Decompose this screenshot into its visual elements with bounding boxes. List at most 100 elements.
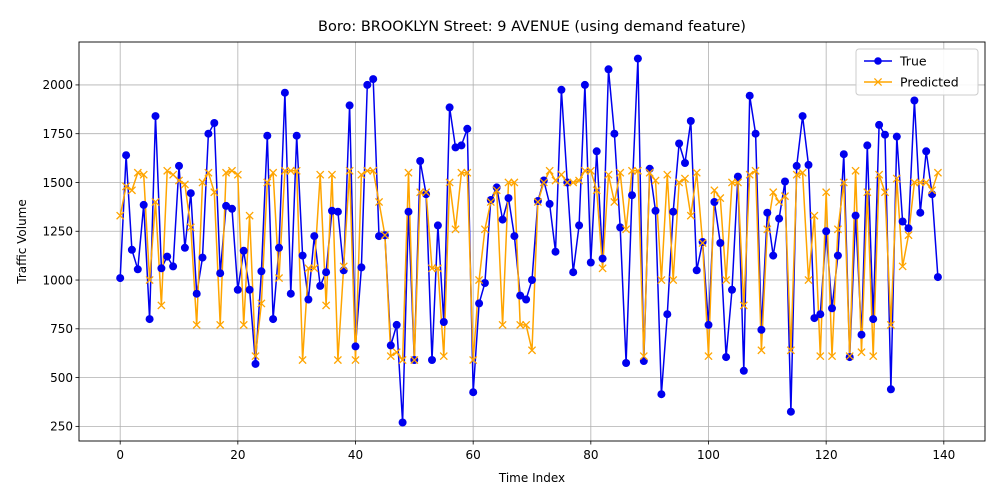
data-point-predicted (622, 225, 631, 234)
data-point-true (416, 157, 425, 165)
data-point-predicted (627, 166, 637, 175)
data-point-true (704, 320, 713, 329)
data-point-true (180, 243, 189, 252)
data-point-true (504, 194, 513, 203)
data-point-predicted (504, 178, 513, 187)
data-point-true (598, 254, 607, 263)
data-point-predicted (210, 188, 219, 197)
data-point-true (722, 353, 731, 362)
data-point-true (645, 164, 654, 173)
data-point-true (345, 101, 354, 110)
data-point-predicted (374, 197, 384, 207)
data-point-true (245, 285, 254, 294)
data-point-predicted (480, 225, 489, 234)
data-point-true (439, 318, 448, 326)
data-point-true (792, 161, 801, 170)
data-point-predicted (204, 168, 213, 177)
data-point-true (263, 131, 272, 140)
data-point-true (757, 325, 766, 334)
y-tick-label: 1500 (42, 176, 73, 190)
data-point-predicted (122, 182, 131, 191)
data-point-predicted (369, 166, 378, 175)
data-point-predicted (598, 264, 607, 273)
data-point-true (463, 124, 472, 133)
data-point-predicted (139, 170, 148, 179)
data-point-true (298, 251, 307, 260)
data-point-true (257, 267, 266, 276)
data-point-predicted (704, 352, 713, 361)
y-tick-label: 1750 (42, 127, 73, 141)
data-point-true (922, 147, 931, 156)
data-point-predicted (857, 348, 866, 357)
data-point-predicted (751, 166, 760, 175)
data-point-predicted (298, 355, 307, 365)
data-point-predicted (586, 166, 595, 175)
data-point-predicted (386, 352, 395, 361)
data-point-true (716, 239, 725, 247)
data-point-true (845, 353, 854, 362)
data-point-true (357, 263, 366, 272)
x-tick-label: 20 (230, 448, 245, 462)
data-point-predicted (116, 211, 125, 220)
data-point-true (328, 206, 336, 215)
legend-label-true: True (899, 54, 927, 69)
data-point-predicted (669, 275, 678, 285)
data-point-predicted (463, 168, 472, 177)
data-point-predicted (180, 180, 189, 189)
data-point-true (457, 141, 466, 150)
data-point-predicted (769, 188, 778, 197)
data-point-predicted (739, 301, 748, 310)
data-point-predicted (910, 178, 919, 187)
data-point-true (169, 262, 178, 271)
data-point-true (833, 251, 842, 260)
data-point-true (239, 246, 248, 255)
legend: True Predicted (855, 48, 979, 96)
data-point-true (710, 198, 719, 206)
data-point-true (533, 197, 542, 205)
data-point-true (580, 80, 589, 89)
x-tick-label: 60 (466, 448, 481, 462)
data-point-predicted (433, 264, 442, 273)
data-point-true (733, 172, 742, 181)
data-point-predicted (657, 275, 666, 285)
data-point-predicted (916, 178, 925, 187)
data-point-predicted (604, 170, 613, 179)
x-tick-label: 100 (697, 448, 720, 462)
data-point-predicted (357, 170, 366, 179)
data-point-true (275, 243, 283, 252)
data-point-true (286, 289, 295, 298)
data-point-true (510, 232, 519, 241)
data-point-predicted (186, 223, 195, 232)
data-point-predicted (380, 231, 389, 240)
data-point-true (475, 299, 484, 308)
data-point-predicted (316, 170, 325, 179)
data-point-true (863, 141, 872, 150)
data-point-true (351, 342, 360, 351)
data-point-true (322, 268, 331, 277)
data-point-predicted (580, 166, 590, 175)
data-point-predicted (498, 320, 507, 329)
data-point-predicted (222, 168, 231, 177)
data-point-true (280, 88, 289, 97)
data-point-predicted (863, 188, 872, 197)
data-point-predicted (127, 186, 137, 195)
data-point-true (198, 253, 207, 262)
data-point-predicted (410, 355, 419, 365)
data-point-true (839, 150, 848, 159)
data-point-predicted (733, 178, 742, 187)
data-point-predicted (174, 176, 184, 185)
data-point-true (133, 265, 142, 274)
data-point-true (657, 390, 666, 399)
series-layer (116, 54, 942, 427)
data-point-predicted (327, 170, 337, 179)
x-tick-label: 80 (583, 448, 598, 462)
plot-frame (78, 41, 986, 442)
data-point-predicted (786, 346, 795, 355)
data-point-predicted (633, 166, 642, 175)
data-point-predicted (810, 211, 819, 220)
data-point-predicted (274, 274, 284, 283)
data-point-predicted (351, 355, 360, 365)
data-point-predicted (698, 238, 707, 248)
data-point-true (163, 252, 172, 261)
data-point-predicted (804, 275, 813, 285)
